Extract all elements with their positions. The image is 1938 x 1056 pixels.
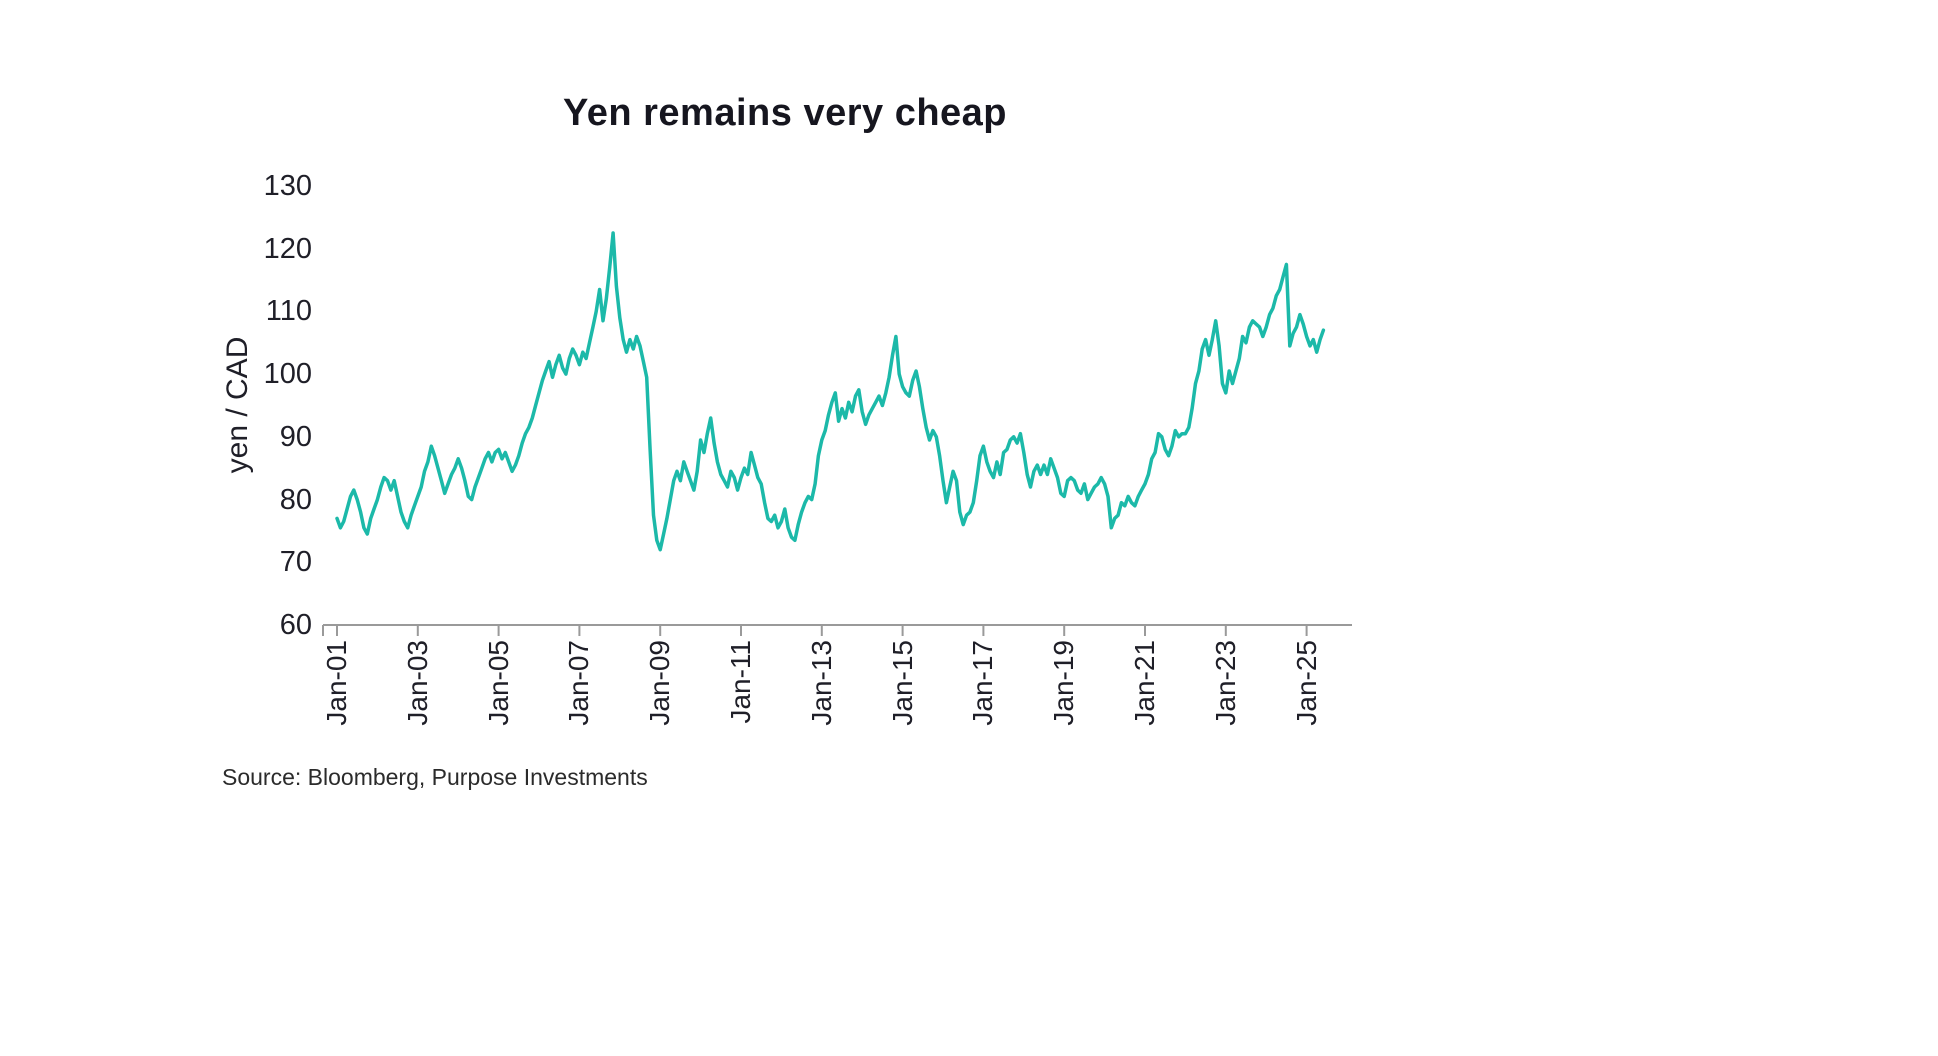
- y-tick-label: 90: [279, 420, 312, 453]
- y-tick-label: 110: [265, 295, 312, 328]
- y-tick-label: 130: [263, 170, 312, 202]
- source-note: Source: Bloomberg, Purpose Investments: [222, 764, 648, 790]
- x-tick-label: Jan-11: [725, 640, 756, 724]
- x-tick-label: Jan-17: [967, 640, 999, 726]
- x-axis-tick-marks: [322, 625, 1308, 636]
- x-tick-label: Jan-21: [1129, 640, 1160, 726]
- y-tick-label: 80: [279, 483, 312, 516]
- x-tick-label: Jan-25: [1290, 640, 1322, 726]
- y-tick-label: 120: [263, 232, 312, 265]
- x-tick-label: Jan-05: [482, 640, 514, 726]
- x-tick-label: Jan-15: [886, 640, 918, 726]
- x-tick-label: Jan-03: [401, 640, 433, 726]
- y-tick-label: 100: [263, 358, 312, 391]
- x-tick-label: Jan-07: [563, 640, 595, 726]
- x-tick-label: Jan-23: [1209, 640, 1241, 726]
- y-tick-label: 70: [279, 546, 312, 579]
- line-chart-plot: [322, 231, 1352, 636]
- x-tick-label: Jan-09: [644, 640, 676, 726]
- y-tick-label: 60: [279, 608, 312, 641]
- x-tick-label: Jan-01: [321, 640, 352, 726]
- x-tick-label: Jan-19: [1048, 640, 1080, 726]
- x-tick-label: Jan-13: [805, 640, 837, 726]
- yen-cad-series-line: [335, 231, 1326, 552]
- chart-title: Yen remains very cheap: [562, 92, 1008, 134]
